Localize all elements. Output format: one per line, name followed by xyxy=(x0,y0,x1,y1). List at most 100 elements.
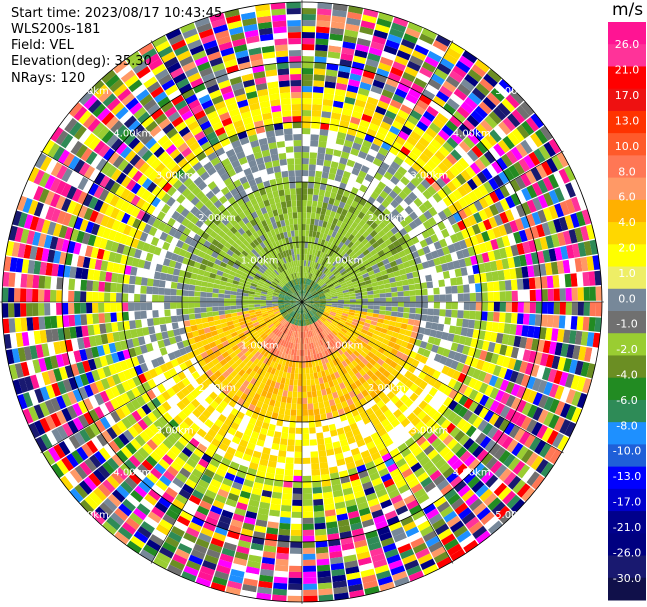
gate-cell xyxy=(342,272,349,278)
gate-cell xyxy=(489,260,498,272)
gate-cell xyxy=(170,295,177,302)
gate-cell xyxy=(219,284,226,290)
gate-cell xyxy=(385,39,400,50)
gate-cell xyxy=(548,248,557,262)
gate-cell xyxy=(338,201,346,209)
gate-cell xyxy=(387,104,400,115)
gate-cell xyxy=(311,236,316,244)
gate-cell xyxy=(422,245,431,255)
gate-cell xyxy=(319,232,324,240)
gate-cell xyxy=(543,192,554,207)
gate-cell xyxy=(308,176,315,183)
gate-cell xyxy=(345,280,353,285)
gate-cell xyxy=(396,317,403,323)
gate-cell xyxy=(325,304,332,307)
gate-cell xyxy=(511,290,518,302)
gate-cell xyxy=(406,60,421,72)
gate-cell xyxy=(532,197,543,211)
gate-cell xyxy=(374,217,383,226)
gate-cell xyxy=(218,310,225,316)
gate-cell xyxy=(478,184,489,197)
gate-cell xyxy=(310,290,316,295)
gate-cell xyxy=(152,317,160,326)
gate-cell xyxy=(366,96,379,106)
gate-cell xyxy=(324,277,330,283)
gate-cell xyxy=(461,248,470,258)
gate-cell xyxy=(310,451,319,458)
gate-cell xyxy=(391,120,404,131)
gate-cell xyxy=(44,303,51,316)
gate-cell xyxy=(312,293,319,298)
gate-cell xyxy=(283,475,293,482)
gate-cell xyxy=(397,82,411,94)
gate-cell xyxy=(86,313,94,325)
gate-cell xyxy=(170,288,177,296)
gate-cell xyxy=(278,450,287,458)
gate-cell xyxy=(507,233,517,246)
gate-cell xyxy=(277,456,286,464)
gate-cell xyxy=(402,71,416,83)
gate-cell xyxy=(354,269,361,275)
gate-cell xyxy=(481,282,488,292)
gate-cell xyxy=(466,226,476,237)
gate-cell xyxy=(290,529,302,536)
gate-cell xyxy=(201,281,208,287)
gate-cell xyxy=(200,307,207,313)
gate-cell xyxy=(559,288,566,301)
gate-cell xyxy=(314,249,319,257)
gate-cell xyxy=(546,314,554,328)
gate-cell xyxy=(307,298,314,301)
gate-cell xyxy=(315,426,323,434)
gate-cell xyxy=(361,308,368,313)
gate-cell xyxy=(398,190,408,200)
gate-cell xyxy=(510,206,521,220)
gate-cell xyxy=(437,210,448,221)
gate-cell xyxy=(409,130,422,142)
gate-cell xyxy=(295,361,299,368)
gate-cell xyxy=(302,14,316,21)
gate-cell xyxy=(212,288,219,294)
gate-cell xyxy=(26,317,34,331)
gate-cell xyxy=(380,269,388,276)
gate-cell xyxy=(308,273,312,280)
gate-cell xyxy=(577,242,587,257)
gate-cell xyxy=(486,164,498,177)
gate-cell xyxy=(302,290,304,296)
gate-cell xyxy=(391,265,399,272)
gate-cell xyxy=(319,183,327,191)
gate-cell xyxy=(381,89,394,99)
gate-cell xyxy=(332,9,347,18)
gate-cell xyxy=(385,110,397,120)
gate-cell xyxy=(450,233,459,244)
gate-cell xyxy=(312,282,317,288)
gate-cell xyxy=(419,152,430,164)
gate-cell xyxy=(342,216,350,224)
gate-cell xyxy=(530,252,539,265)
gate-cell xyxy=(374,172,384,181)
gate-cell xyxy=(487,250,496,262)
gate-cell xyxy=(362,222,370,231)
gate-cell xyxy=(200,312,208,318)
gate-cell xyxy=(296,349,300,356)
gate-cell xyxy=(409,290,416,296)
gate-cell xyxy=(582,316,590,331)
gate-cell xyxy=(336,291,343,295)
gate-cell xyxy=(408,88,422,99)
gate-cell xyxy=(467,178,478,191)
gate-cell xyxy=(362,249,370,256)
gate-cell xyxy=(8,318,16,333)
gate-cell xyxy=(305,272,309,279)
gate-cell xyxy=(346,257,354,264)
gate-cell xyxy=(481,252,490,263)
gate-cell xyxy=(194,285,202,292)
gate-cell xyxy=(432,280,440,288)
gate-cell xyxy=(558,274,566,288)
gate-cell xyxy=(377,166,387,176)
gate-cell xyxy=(152,294,159,302)
gate-cell xyxy=(293,385,298,392)
gate-cell xyxy=(311,122,321,129)
gate-cell xyxy=(314,284,319,290)
gate-cell xyxy=(338,234,345,242)
gate-cell xyxy=(392,61,406,72)
gate-cell xyxy=(304,242,308,249)
